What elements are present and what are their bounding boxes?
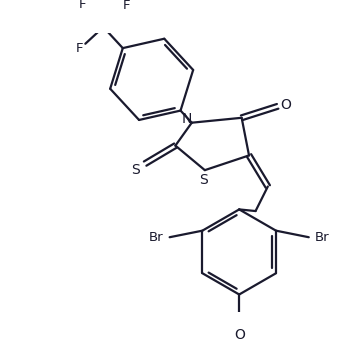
- Text: S: S: [131, 163, 140, 177]
- Text: F: F: [123, 0, 131, 12]
- Text: S: S: [199, 173, 208, 187]
- Text: N: N: [182, 112, 192, 125]
- Text: Br: Br: [149, 231, 164, 244]
- Text: F: F: [79, 0, 87, 11]
- Text: F: F: [76, 42, 84, 55]
- Text: O: O: [234, 328, 244, 341]
- Text: Br: Br: [314, 231, 329, 244]
- Text: O: O: [280, 98, 291, 112]
